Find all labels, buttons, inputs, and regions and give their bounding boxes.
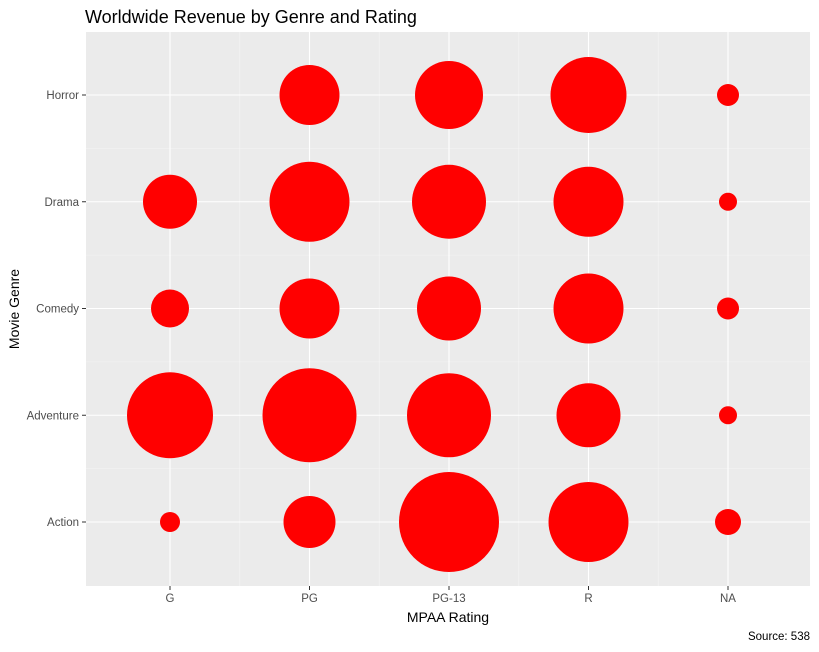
y-tick-label: Drama xyxy=(44,197,79,209)
bubble-r-horror xyxy=(550,57,627,133)
bubble-r-comedy xyxy=(553,273,624,344)
bubble-pg-drama xyxy=(269,161,350,242)
bubble-g-action xyxy=(160,512,180,532)
x-tick-label: NA xyxy=(720,593,736,605)
bubble-r-adventure xyxy=(556,383,621,448)
bubble-pg-action xyxy=(283,496,336,548)
y-tick-label: Comedy xyxy=(36,304,79,316)
y-tick-label: Adventure xyxy=(27,410,79,422)
bubble-pg-13-action xyxy=(399,472,499,572)
x-axis-ticks: G PG PG-13 R NA xyxy=(166,586,736,605)
bubble-na-horror xyxy=(717,84,739,106)
bubble-g-drama xyxy=(143,174,197,229)
source-caption: Source: 538 xyxy=(748,631,810,643)
bubble-pg-13-adventure xyxy=(407,373,491,458)
x-axis-title: MPAA Rating xyxy=(407,609,489,625)
bubble-g-comedy xyxy=(151,289,189,328)
bubble-r-drama xyxy=(553,166,624,237)
y-tick-label: Action xyxy=(47,517,79,529)
x-tick-label: PG xyxy=(301,593,318,605)
bubble-pg-adventure xyxy=(262,368,357,463)
bubble-pg-13-drama xyxy=(412,164,486,239)
bubble-pg-13-comedy xyxy=(417,276,481,341)
bubble-pg-13-horror xyxy=(415,61,483,129)
x-tick-label: PG-13 xyxy=(432,593,465,605)
bubble-pg-horror xyxy=(279,65,340,125)
y-axis-title: Movie Genre xyxy=(6,269,22,349)
bubble-points xyxy=(127,57,741,572)
x-tick-label: G xyxy=(166,593,175,605)
bubble-g-adventure xyxy=(127,372,213,459)
bubble-na-comedy xyxy=(717,297,739,320)
y-axis-ticks: Action Adventure Comedy Drama Horror xyxy=(27,90,86,529)
bubble-r-action xyxy=(548,482,629,562)
bubble-pg-comedy xyxy=(279,278,340,339)
bubble-na-action xyxy=(715,509,741,535)
y-tick-label: Horror xyxy=(46,90,79,102)
chart-title: Worldwide Revenue by Genre and Rating xyxy=(85,7,417,27)
x-tick-label: R xyxy=(584,593,592,605)
bubble-na-drama xyxy=(719,192,737,211)
bubble-na-adventure xyxy=(719,406,737,425)
